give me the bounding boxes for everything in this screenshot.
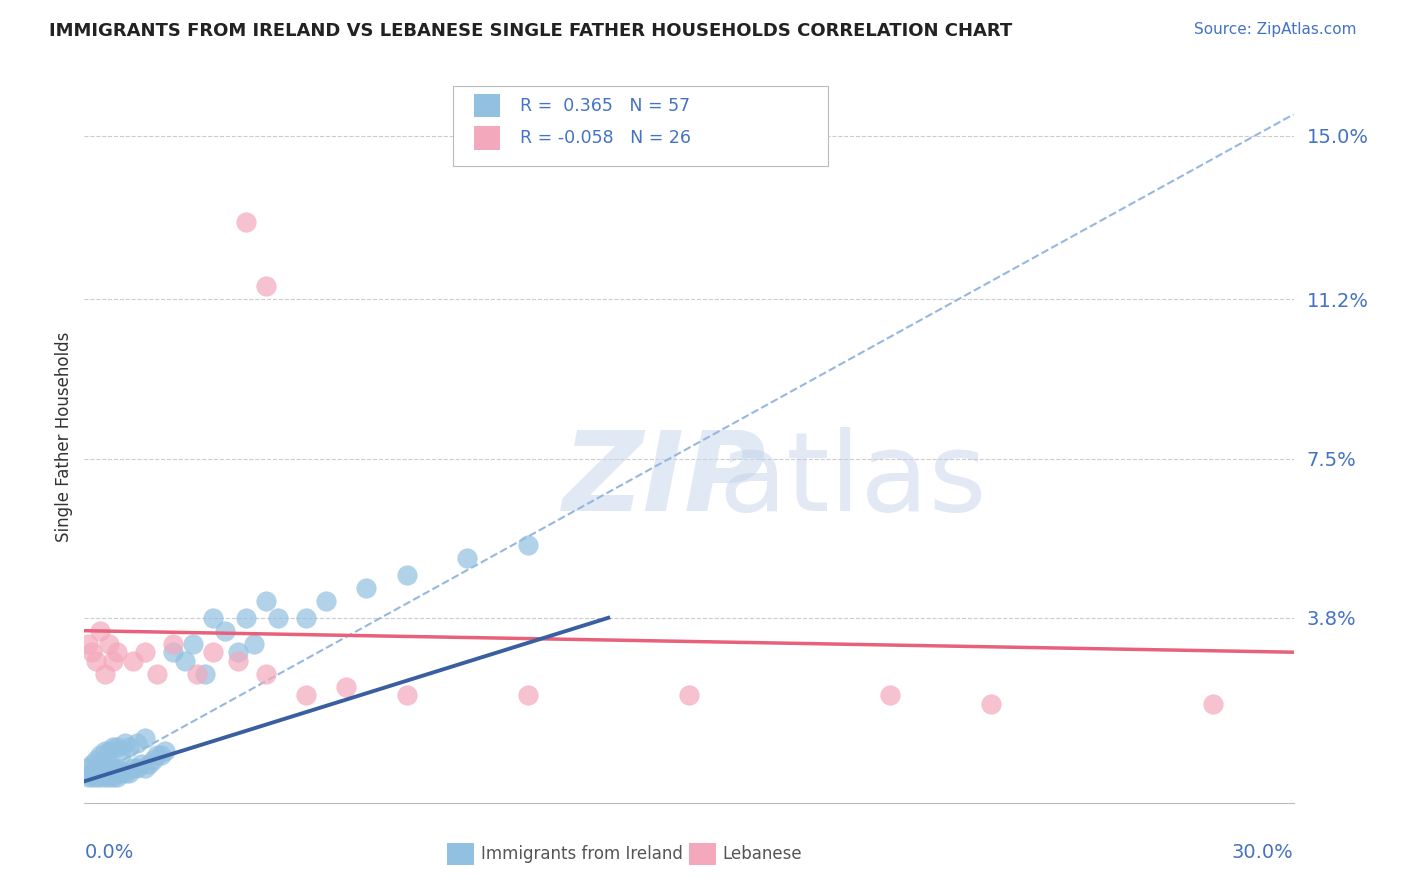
Point	[456, 550, 478, 565]
Point	[194, 666, 217, 681]
Point	[114, 765, 136, 780]
Point	[97, 637, 120, 651]
Point	[254, 279, 277, 293]
Point	[235, 611, 257, 625]
Point	[97, 744, 120, 758]
Point	[125, 735, 148, 749]
Point	[129, 757, 152, 772]
Point	[97, 761, 120, 775]
Point	[146, 748, 169, 763]
Point	[110, 748, 132, 763]
Point	[134, 731, 156, 746]
Text: 30.0%: 30.0%	[1232, 843, 1294, 862]
Point	[101, 761, 124, 775]
Point	[138, 757, 160, 772]
Y-axis label: Single Father Households: Single Father Households	[55, 332, 73, 542]
Point	[82, 757, 104, 772]
Point	[146, 666, 169, 681]
Point	[149, 748, 172, 763]
Text: IMMIGRANTS FROM IRELAND VS LEBANESE SINGLE FATHER HOUSEHOLDS CORRELATION CHART: IMMIGRANTS FROM IRELAND VS LEBANESE SING…	[49, 22, 1012, 40]
Point	[118, 739, 141, 754]
Point	[93, 761, 115, 775]
Point	[125, 761, 148, 775]
Point	[267, 611, 290, 625]
Point	[97, 770, 120, 784]
Point	[101, 739, 124, 754]
Text: Source: ZipAtlas.com: Source: ZipAtlas.com	[1194, 22, 1357, 37]
Bar	[474, 127, 501, 150]
Point	[86, 654, 108, 668]
Point	[335, 680, 357, 694]
Point	[121, 761, 143, 775]
Point	[295, 688, 318, 702]
Point	[254, 593, 277, 607]
Point	[395, 688, 418, 702]
Point	[101, 770, 124, 784]
Point	[181, 637, 204, 651]
Point	[110, 765, 132, 780]
Point	[105, 645, 128, 659]
Point	[93, 744, 115, 758]
Point	[77, 637, 100, 651]
Point	[242, 637, 264, 651]
Text: R = -0.058   N = 26: R = -0.058 N = 26	[520, 129, 690, 147]
Point	[226, 654, 249, 668]
Point	[134, 761, 156, 775]
Point	[516, 538, 538, 552]
Point	[105, 739, 128, 754]
Bar	[689, 843, 716, 865]
Point	[980, 697, 1002, 711]
Point	[89, 748, 111, 763]
Bar	[474, 94, 501, 118]
Point	[89, 770, 111, 784]
FancyBboxPatch shape	[453, 86, 828, 167]
Point	[86, 770, 108, 784]
Text: atlas: atlas	[718, 427, 987, 534]
Point	[153, 744, 176, 758]
Point	[77, 770, 100, 784]
Point	[142, 753, 165, 767]
Point	[82, 765, 104, 780]
Text: R =  0.365   N = 57: R = 0.365 N = 57	[520, 96, 690, 115]
Point	[114, 735, 136, 749]
Point	[356, 581, 378, 595]
Text: Immigrants from Ireland: Immigrants from Ireland	[481, 845, 683, 863]
Point	[226, 645, 249, 659]
Text: 0.0%: 0.0%	[84, 843, 134, 862]
Point	[118, 765, 141, 780]
Point	[295, 611, 318, 625]
Point	[86, 765, 108, 780]
Point	[202, 645, 225, 659]
Point	[89, 761, 111, 775]
Point	[105, 761, 128, 775]
Point	[162, 637, 184, 651]
Point	[254, 666, 277, 681]
Point	[82, 770, 104, 784]
Point	[879, 688, 901, 702]
Point	[202, 611, 225, 625]
Point	[315, 593, 337, 607]
Point	[162, 645, 184, 659]
Point	[214, 624, 236, 638]
Bar	[447, 843, 474, 865]
Point	[93, 770, 115, 784]
Point	[93, 666, 115, 681]
Point	[101, 654, 124, 668]
Point	[82, 645, 104, 659]
Point	[235, 215, 257, 229]
Point	[395, 567, 418, 582]
Point	[105, 770, 128, 784]
Point	[678, 688, 700, 702]
Point	[86, 753, 108, 767]
Point	[174, 654, 197, 668]
Point	[186, 666, 208, 681]
Text: ZIP: ZIP	[562, 427, 766, 534]
Point	[1202, 697, 1225, 711]
Point	[77, 761, 100, 775]
Point	[121, 654, 143, 668]
Point	[89, 624, 111, 638]
Point	[516, 688, 538, 702]
Text: Lebanese: Lebanese	[723, 845, 803, 863]
Point	[134, 645, 156, 659]
